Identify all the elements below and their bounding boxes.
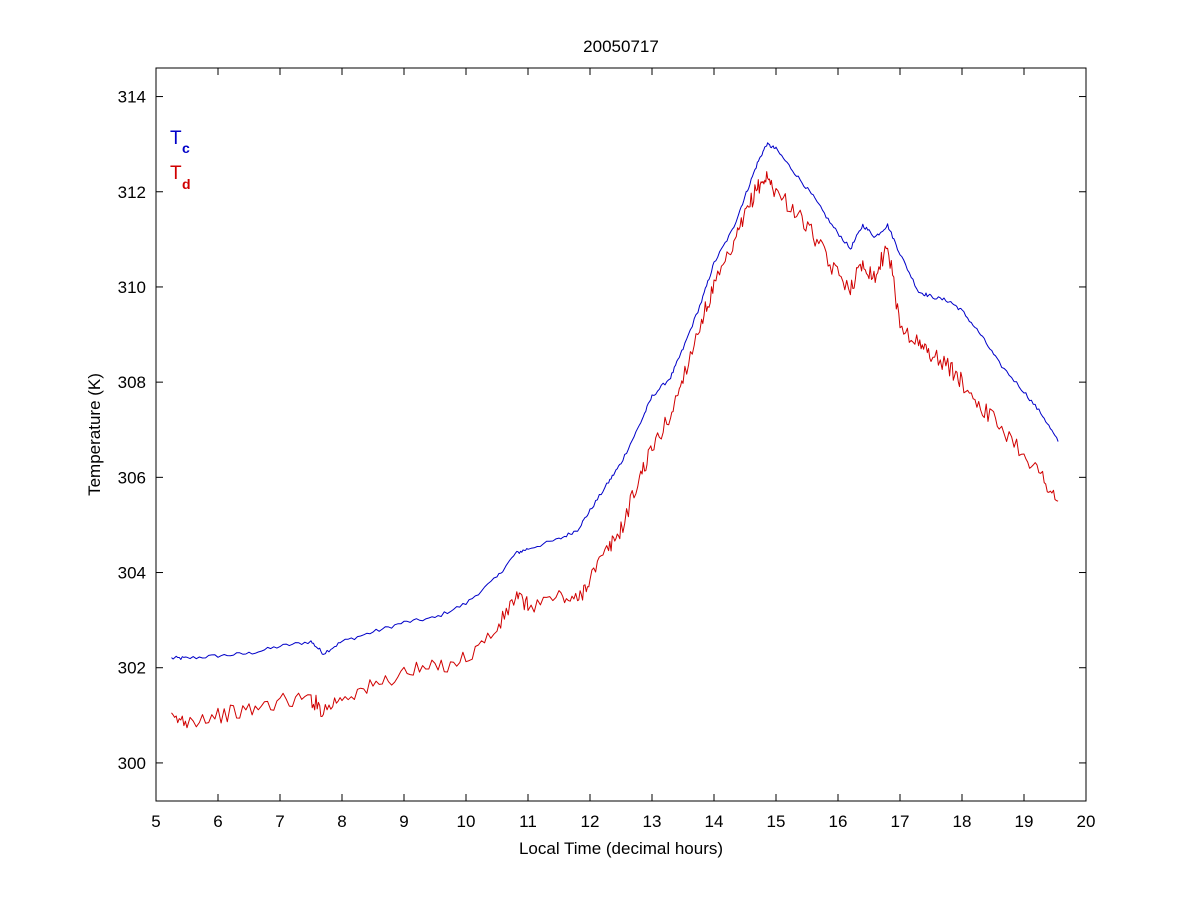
x-tick-label: 11 [519,812,537,831]
x-tick-label: 14 [705,812,724,831]
chart-title: 20050717 [583,37,659,56]
series-line-tc [171,142,1059,660]
x-tick-label: 5 [151,812,160,831]
x-tick-label: 8 [337,812,346,831]
axis-ticks [155,68,1087,801]
x-tick-label: 15 [767,812,786,831]
y-tick-label: 300 [118,754,146,773]
y-tick-label: 314 [118,88,146,107]
y-tick-label: 304 [118,564,146,583]
series-lines [171,142,1059,729]
series-line-td [171,171,1059,729]
x-tick-label: 6 [213,812,222,831]
x-tick-label: 17 [891,812,910,831]
x-tick-label: 18 [953,812,972,831]
x-tick-labels: 5 6 7 8 9 10 11 12 13 14 15 16 17 18 19 20 [151,812,1095,831]
x-tick-label: 20 [1077,812,1096,831]
legend-td-base: T [170,163,182,184]
x-tick-label: 13 [643,812,662,831]
y-tick-label: 302 [118,659,146,678]
y-tick-label: 306 [118,468,146,487]
legend-entry-tc: T c [170,128,190,156]
x-tick-label: 19 [1015,812,1034,831]
x-tick-label: 16 [829,812,848,831]
legend-tc-sub: c [182,140,190,156]
x-tick-label: 9 [399,812,408,831]
y-tick-label: 310 [118,278,146,297]
x-tick-label: 12 [581,812,600,831]
legend-tc-base: T [170,128,182,149]
y-axis-label: Temperature (K) [85,373,104,496]
x-tick-label: 7 [275,812,284,831]
legend-td-sub: d [182,176,191,192]
x-tick-label: 10 [457,812,476,831]
y-tick-label: 312 [118,183,146,202]
y-tick-label: 308 [118,373,146,392]
y-tick-labels: 300 302 304 306 308 310 312 314 [118,88,146,773]
x-axis-label: Local Time (decimal hours) [519,839,723,858]
legend-entry-td: T d [170,163,191,192]
plot-area [155,67,1087,802]
legend: T c T d [170,128,191,192]
